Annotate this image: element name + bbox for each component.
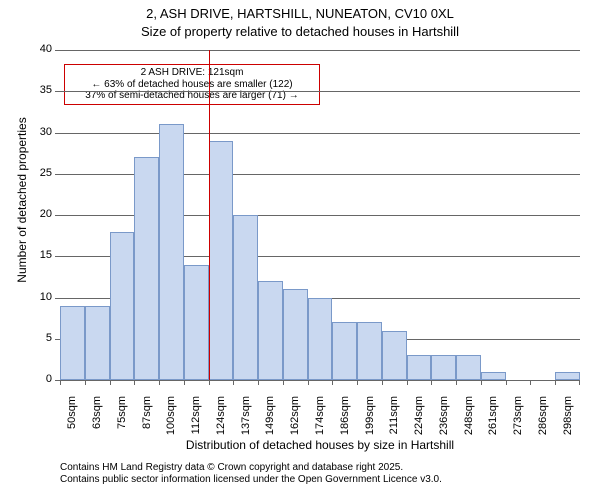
x-tick-label: 63sqm	[91, 396, 103, 446]
y-axis-label: Number of detached properties	[15, 60, 29, 340]
histogram-bar	[382, 331, 407, 381]
x-tick-mark	[110, 380, 111, 385]
reference-line	[209, 50, 210, 380]
x-tick-label: 236sqm	[438, 396, 450, 446]
x-tick-mark	[431, 380, 432, 385]
y-tick-label: 5	[46, 332, 52, 344]
y-tick-label: 40	[40, 43, 52, 55]
x-tick-label: 124sqm	[215, 396, 227, 446]
x-tick-label: 112sqm	[190, 396, 202, 446]
histogram-bar	[110, 232, 135, 381]
x-tick-label: 162sqm	[289, 396, 301, 446]
y-tick-label: 25	[40, 167, 52, 179]
attribution: Contains HM Land Registry data © Crown c…	[60, 462, 442, 485]
histogram-bar	[431, 355, 456, 380]
y-grid-line	[55, 133, 580, 134]
x-tick-mark	[579, 380, 580, 385]
x-tick-mark	[258, 380, 259, 385]
x-tick-mark	[506, 380, 507, 385]
y-tick-label: 15	[40, 249, 52, 261]
histogram-bar	[481, 372, 506, 380]
x-axis-line	[60, 380, 580, 381]
histogram-bar	[85, 306, 110, 380]
x-tick-mark	[407, 380, 408, 385]
x-tick-mark	[60, 380, 61, 385]
x-tick-mark	[209, 380, 210, 385]
x-tick-label: 248sqm	[463, 396, 475, 446]
x-tick-mark	[382, 380, 383, 385]
x-tick-mark	[184, 380, 185, 385]
chart-title-2: Size of property relative to detached ho…	[0, 24, 600, 39]
y-tick-label: 20	[40, 208, 52, 220]
annotation-box: 2 ASH DRIVE: 121sqm← 63% of detached hou…	[64, 64, 320, 105]
histogram-bar	[258, 281, 283, 380]
x-tick-label: 261sqm	[487, 396, 499, 446]
x-tick-mark	[85, 380, 86, 385]
x-tick-label: 186sqm	[339, 396, 351, 446]
y-tick-label: 35	[40, 84, 52, 96]
histogram-bar	[308, 298, 333, 381]
y-grid-line	[55, 91, 580, 92]
x-tick-mark	[159, 380, 160, 385]
x-tick-mark	[456, 380, 457, 385]
histogram-bar	[555, 372, 580, 380]
x-tick-mark	[357, 380, 358, 385]
x-tick-label: 100sqm	[165, 396, 177, 446]
histogram-bar	[60, 306, 85, 380]
x-tick-label: 50sqm	[66, 396, 78, 446]
y-tick-label: 30	[40, 126, 52, 138]
x-tick-mark	[134, 380, 135, 385]
x-tick-label: 199sqm	[364, 396, 376, 446]
y-tick-label: 0	[46, 373, 52, 385]
x-tick-label: 298sqm	[562, 396, 574, 446]
x-tick-label: 75sqm	[116, 396, 128, 446]
x-tick-mark	[233, 380, 234, 385]
x-tick-mark	[481, 380, 482, 385]
histogram-bar	[357, 322, 382, 380]
x-tick-label: 174sqm	[314, 396, 326, 446]
x-tick-label: 149sqm	[264, 396, 276, 446]
y-tick-label: 10	[40, 291, 52, 303]
y-grid-line	[55, 50, 580, 51]
x-tick-mark	[332, 380, 333, 385]
x-tick-label: 286sqm	[537, 396, 549, 446]
histogram-bar	[184, 265, 209, 381]
attribution-line-1: Contains HM Land Registry data © Crown c…	[60, 462, 442, 474]
histogram-bar	[456, 355, 481, 380]
histogram-bar	[159, 124, 184, 380]
x-tick-label: 211sqm	[388, 396, 400, 446]
chart-title-1: 2, ASH DRIVE, HARTSHILL, NUNEATON, CV10 …	[0, 6, 600, 21]
histogram-bar	[407, 355, 432, 380]
histogram-bar	[134, 157, 159, 380]
attribution-line-2: Contains public sector information licen…	[60, 474, 442, 486]
annotation-line: ← 63% of detached houses are smaller (12…	[69, 79, 315, 91]
histogram-bar	[283, 289, 308, 380]
x-tick-label: 87sqm	[141, 396, 153, 446]
x-tick-label: 224sqm	[413, 396, 425, 446]
x-tick-mark	[530, 380, 531, 385]
histogram-bar	[332, 322, 357, 380]
histogram-bar	[209, 141, 234, 380]
x-tick-mark	[555, 380, 556, 385]
x-tick-mark	[308, 380, 309, 385]
x-tick-label: 137sqm	[240, 396, 252, 446]
x-tick-label: 273sqm	[512, 396, 524, 446]
annotation-line: 2 ASH DRIVE: 121sqm	[69, 67, 315, 79]
histogram-bar	[233, 215, 258, 380]
x-tick-mark	[283, 380, 284, 385]
